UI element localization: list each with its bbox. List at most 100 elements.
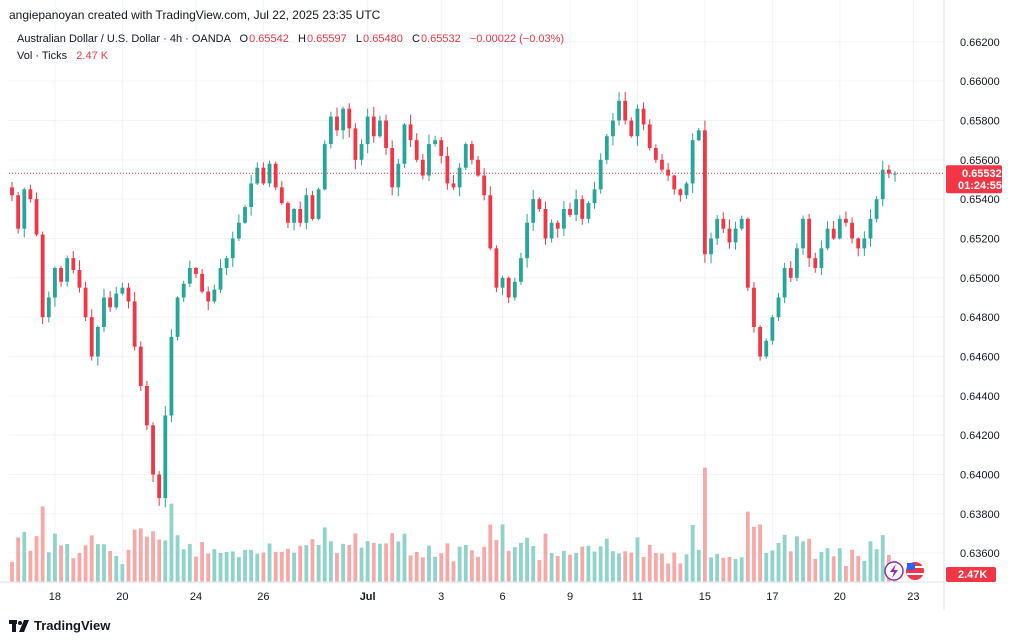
candle-body	[641, 108, 646, 125]
volume-bar	[703, 467, 707, 582]
volume-indicator-title[interactable]: Vol · Ticks	[17, 50, 68, 62]
candle-body	[114, 293, 119, 308]
volume-bar	[71, 558, 76, 582]
last-price-tag: 0.65532 01:24:55	[946, 165, 1002, 194]
volume-bar	[531, 545, 536, 582]
candle-body	[243, 207, 247, 223]
candle	[138, 341, 143, 391]
candle-body	[678, 189, 683, 196]
x-tick-label: 20	[116, 591, 128, 603]
candle	[488, 186, 493, 251]
candle	[371, 106, 376, 143]
candle-body	[739, 218, 744, 229]
candle-body	[212, 289, 217, 302]
candle	[200, 269, 204, 294]
y-tick-label: 0.65400	[960, 194, 1000, 206]
volume-bar	[457, 546, 462, 582]
candle	[758, 325, 762, 361]
tradingview-footer[interactable]: TradingView	[9, 618, 110, 633]
volume-bar	[776, 543, 781, 582]
volume-bar	[794, 536, 799, 582]
y-tick-label: 0.64800	[960, 312, 1000, 324]
candle-body	[703, 130, 707, 255]
candle-body	[721, 218, 726, 229]
candle-body	[46, 297, 51, 318]
candle	[512, 277, 517, 301]
volume-bar	[451, 561, 456, 582]
volume-bar	[22, 531, 27, 582]
candle-body	[764, 340, 769, 357]
candle	[378, 115, 382, 138]
volume-bar	[396, 541, 401, 582]
candle-body	[108, 297, 113, 308]
candle-body	[310, 195, 315, 219]
candle-body	[34, 199, 39, 235]
candle	[623, 91, 628, 125]
candle-body	[414, 140, 419, 160]
price-axis: 0.66200 0.66000 0.65800 0.65600 0.65400 0.652…	[0, 0, 1000, 610]
volume-bar	[157, 539, 162, 582]
x-tick-label: 18	[49, 591, 61, 603]
volume-bar	[414, 551, 419, 582]
volume-bar	[537, 560, 542, 582]
candle	[880, 160, 885, 207]
candle	[328, 111, 333, 149]
us-flag-icon[interactable]	[906, 562, 924, 580]
volume-bar	[390, 533, 395, 582]
candle	[660, 153, 664, 173]
candle-body	[745, 218, 750, 288]
candle	[764, 338, 769, 359]
candle	[543, 201, 548, 245]
candle-body	[525, 222, 529, 259]
volume-bar	[868, 541, 873, 582]
volume-bar	[145, 536, 149, 582]
symbol-title[interactable]: Australian Dollar / U.S. Dollar · 4h · O…	[17, 33, 231, 45]
volume-bar	[89, 535, 94, 582]
volume-bar	[519, 542, 523, 582]
candle	[819, 240, 824, 276]
volume-bar	[666, 563, 671, 582]
volume-bar	[678, 563, 683, 582]
candle	[469, 140, 474, 165]
candle-body	[359, 144, 364, 160]
candle-body	[322, 144, 327, 190]
close-value: 0.65532	[420, 33, 461, 45]
candle-body	[126, 287, 131, 302]
candle	[40, 231, 45, 325]
candle	[396, 158, 401, 197]
volume-bar	[126, 549, 131, 582]
candle	[218, 259, 223, 293]
candle-body	[623, 100, 628, 121]
candle	[561, 201, 566, 236]
volume-bar	[433, 556, 438, 582]
candle	[46, 291, 51, 323]
candle-body	[476, 159, 480, 176]
candle-body	[463, 144, 468, 168]
volume-bar	[267, 543, 272, 582]
open-label: O	[239, 33, 249, 45]
candle-body	[653, 148, 658, 160]
volume-bar	[653, 553, 658, 582]
candle	[463, 142, 468, 171]
candle	[292, 207, 296, 231]
y-tick-label: 0.64400	[960, 391, 1000, 403]
candle-body	[169, 336, 174, 416]
volume-bar	[169, 503, 174, 582]
candle	[776, 292, 781, 321]
candle-body	[230, 238, 235, 259]
volume-bar	[316, 544, 321, 582]
y-tick-label: 0.63600	[960, 548, 1000, 560]
lightning-icon[interactable]	[884, 561, 904, 581]
volume-bar	[660, 553, 664, 582]
volume-bar	[862, 560, 867, 582]
volume-bar	[261, 552, 266, 582]
volume-bar	[46, 552, 51, 582]
candle-body	[862, 238, 867, 249]
change-value: −0.00022 (−0.03%)	[469, 33, 565, 45]
volume-bar	[28, 550, 33, 582]
candle-body	[794, 248, 799, 278]
y-tick-label: 0.66200	[960, 37, 1000, 49]
volume-bar	[752, 526, 756, 582]
candle-body	[850, 222, 854, 239]
